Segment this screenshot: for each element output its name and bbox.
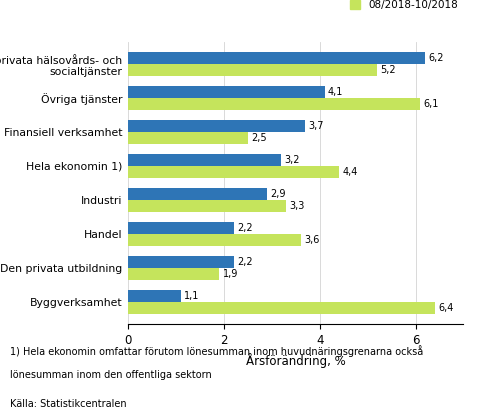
Text: 6,4: 6,4 [438, 303, 454, 313]
Bar [128, 52, 425, 64]
Text: 2,2: 2,2 [237, 257, 252, 267]
Bar [128, 302, 435, 314]
Text: 4,4: 4,4 [342, 167, 357, 177]
Text: 3,6: 3,6 [304, 235, 319, 245]
Bar [128, 200, 286, 212]
Text: 2,5: 2,5 [251, 133, 267, 143]
Text: Källa: Statistikcentralen: Källa: Statistikcentralen [10, 399, 127, 409]
Bar [128, 188, 267, 200]
Text: 1) Hela ekonomin omfattar förutom lönesumman inom huvudnäringsgrenarna också: 1) Hela ekonomin omfattar förutom lönesu… [10, 345, 423, 357]
Bar [128, 256, 234, 268]
Text: 1,1: 1,1 [184, 291, 200, 301]
Bar [128, 234, 301, 246]
Text: 2,9: 2,9 [271, 189, 286, 199]
Text: 2,2: 2,2 [237, 223, 252, 233]
Bar [128, 120, 305, 132]
Text: 3,3: 3,3 [289, 201, 305, 211]
Bar [128, 64, 377, 76]
Text: 4,1: 4,1 [328, 87, 343, 97]
Bar [128, 154, 282, 166]
Bar [128, 268, 219, 280]
Bar [128, 132, 248, 144]
Bar [128, 98, 421, 110]
Text: 6,1: 6,1 [423, 99, 439, 109]
Bar [128, 166, 339, 178]
Bar [128, 290, 181, 302]
X-axis label: Årsförändring, %: Årsförändring, % [246, 353, 346, 368]
Text: 3,7: 3,7 [309, 121, 324, 131]
Bar [128, 222, 234, 234]
Bar [128, 86, 324, 98]
Text: lönesumman inom den offentliga sektorn: lönesumman inom den offentliga sektorn [10, 370, 211, 380]
Text: 6,2: 6,2 [428, 53, 444, 63]
Legend: 08/2019-10/2019, 08/2018-10/2018: 08/2019-10/2019, 08/2018-10/2018 [350, 0, 458, 10]
Text: 5,2: 5,2 [381, 65, 396, 75]
Text: 1,9: 1,9 [222, 269, 238, 279]
Text: 3,2: 3,2 [285, 155, 300, 165]
